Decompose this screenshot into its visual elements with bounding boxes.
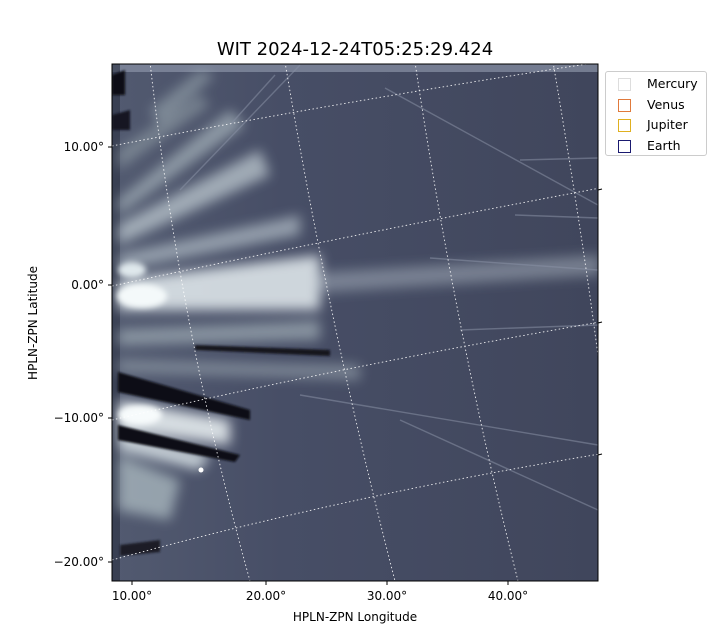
legend-swatch-jupiter (618, 119, 631, 132)
legend-item: Venus (606, 96, 706, 117)
legend-item: Jupiter (606, 116, 706, 137)
bright-point (198, 467, 204, 473)
image-title: WIT 2024-12-24T05:25:29.424 (216, 39, 494, 60)
y-axis-label: HPLN-ZPN Latitude (26, 266, 40, 380)
y-tick-label: 10.00° (64, 140, 104, 154)
legend-item: Mercury (606, 75, 706, 96)
legend-swatch-venus (618, 98, 631, 112)
legend-swatch-earth (618, 139, 631, 153)
x-tick-label: 30.00° (367, 589, 407, 603)
x-tick-label: 40.00° (488, 589, 528, 603)
y-tick-label: −20.00° (54, 555, 104, 569)
legend-label: Earth (647, 137, 681, 153)
x-tick-label: 20.00° (246, 589, 286, 603)
legend-label: Mercury (647, 76, 698, 91)
heliospheric-image (112, 64, 598, 581)
x-tick-label: 10.00° (112, 589, 152, 603)
legend-label: Jupiter (647, 117, 688, 132)
legend-label: Venus (647, 96, 685, 112)
coordinate-grid (112, 64, 598, 581)
x-axis-label: HPLN-ZPN Longitude (293, 610, 417, 624)
legend-swatch-mercury (618, 78, 631, 91)
legend: Mercury Venus Jupiter Earth (605, 71, 707, 156)
legend-item: Earth (606, 137, 706, 158)
y-tick-label: 0.00° (71, 278, 104, 292)
y-tick-label: −10.00° (54, 411, 104, 425)
